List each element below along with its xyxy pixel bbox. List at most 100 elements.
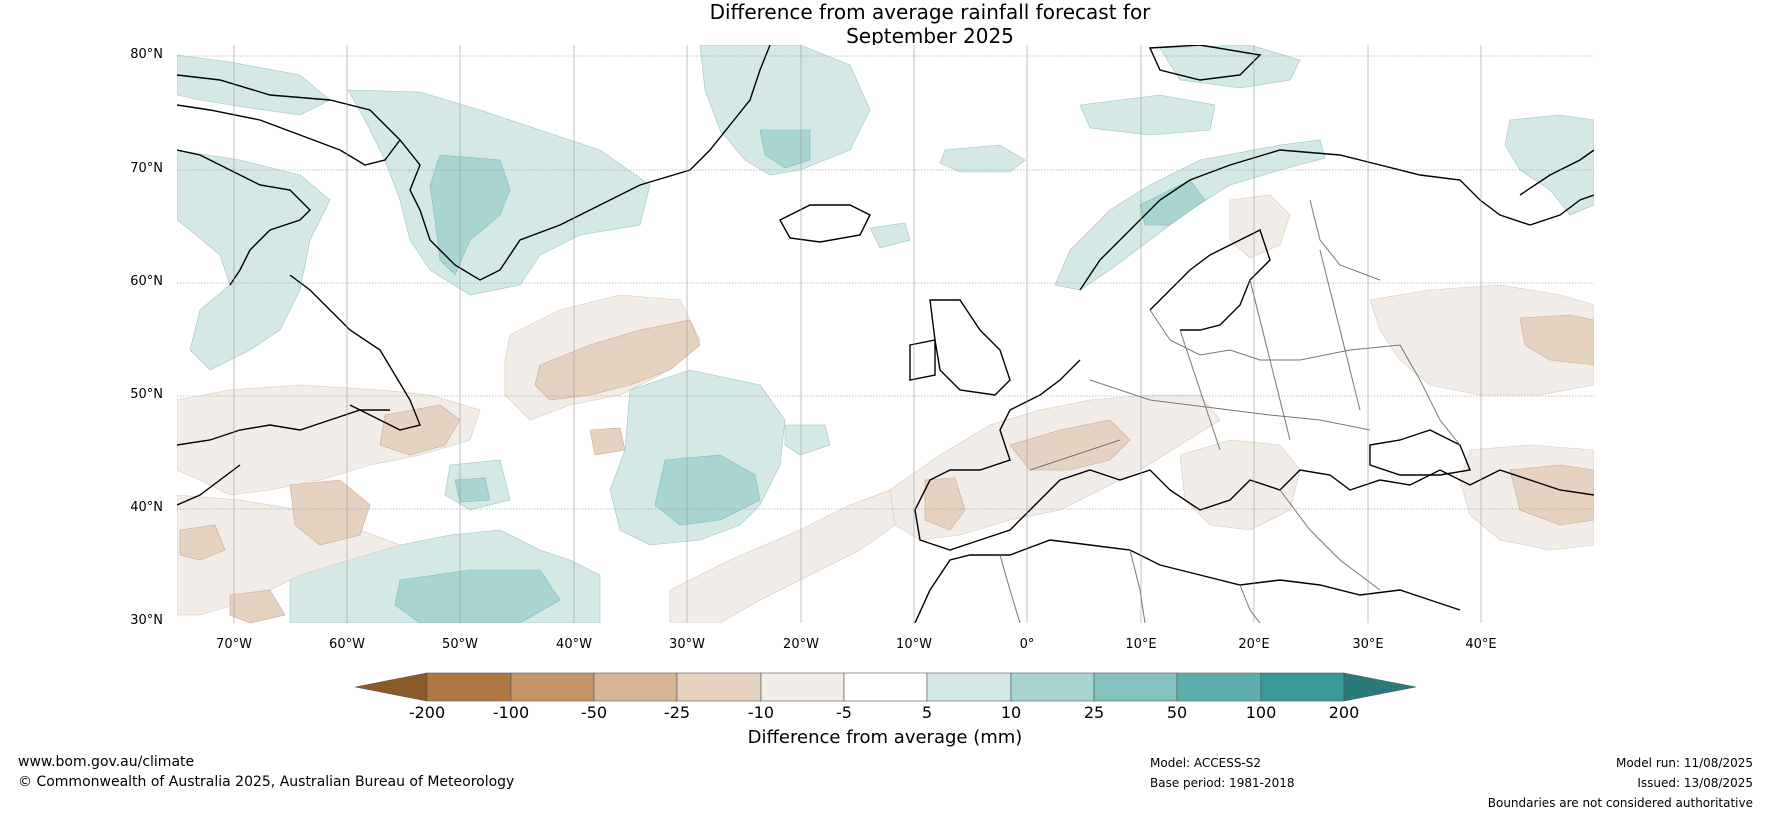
lat-label-40n: 40°N <box>130 500 163 515</box>
map-content <box>177 45 1594 623</box>
footer-issued: Issued: 13/08/2025 <box>1637 776 1753 790</box>
coast-baffin <box>177 149 311 286</box>
wet-strong-mid-atlantic <box>654 454 761 526</box>
border-3 <box>1179 329 1221 451</box>
colorbar-tick-label: -10 <box>747 703 775 722</box>
wet-area-arctic-canada <box>177 54 331 116</box>
footer-model-run: Model run: 11/08/2025 <box>1615 756 1753 770</box>
title-line-2: September 2025 <box>846 24 1014 48</box>
dry-strong-west <box>179 524 226 561</box>
colorbar-tick-label: 50 <box>1166 703 1188 722</box>
border-4 <box>1249 279 1291 441</box>
lat-label-80n: 80°N <box>130 47 163 62</box>
dry-area-finland <box>1229 194 1291 259</box>
wet-area-norwegian-sea <box>939 144 1026 173</box>
dry-strong-iberia <box>1009 419 1131 471</box>
lat-label-30n: 30°N <box>130 613 163 628</box>
lon-label-10w: 10°W <box>896 637 932 652</box>
dry-area-russia <box>1369 284 1594 396</box>
wet-strong-greenland <box>429 154 511 276</box>
border-1 <box>1149 309 1401 361</box>
colorbar-swatch-7 <box>926 672 1012 702</box>
border-2 <box>1089 379 1371 431</box>
colorbar-tick-label: -200 <box>408 703 446 722</box>
border-6 <box>1029 439 1121 471</box>
wet-area-small-2 <box>784 424 831 456</box>
dry-area-balkans <box>1179 439 1301 531</box>
colorbar-swatch-11 <box>1260 672 1345 702</box>
wet-area-barents <box>1079 94 1216 136</box>
footer-website: www.bom.gov.au/climate <box>18 754 195 770</box>
border-10 <box>1239 584 1261 623</box>
lon-label-70w: 70°W <box>216 637 252 652</box>
wet-strong-south-atlantic <box>394 569 561 623</box>
colorbar-tick-label: 200 <box>1328 703 1360 722</box>
colorbar-swatch-9 <box>1093 672 1178 702</box>
border-8 <box>999 554 1021 623</box>
colorbar-extend-high <box>1343 672 1417 702</box>
coast-greenland-west <box>177 104 401 166</box>
lon-label-40e: 40°E <box>1465 637 1497 652</box>
colorbar-swatch-6 <box>843 672 928 702</box>
wet-strong-greenland-east <box>759 129 811 169</box>
lon-label-10e: 10°E <box>1125 637 1157 652</box>
colorbar-swatch-4 <box>676 672 762 702</box>
colorbar-swatch-10 <box>1176 672 1262 702</box>
coastlines <box>177 45 1594 623</box>
wet-area-greenland-east <box>699 45 871 176</box>
coast-baltic <box>1149 229 1271 331</box>
colorbar-tick-label: 5 <box>921 703 933 722</box>
footer-base-period: Base period: 1981-2018 <box>1150 776 1295 790</box>
border-7 <box>1399 344 1461 446</box>
coast-british-isles <box>909 299 1011 396</box>
colorbar <box>354 672 1417 702</box>
dry-strong-mid <box>589 427 626 456</box>
colorbar-tick-label: -25 <box>663 703 691 722</box>
dry-strong-russia <box>1519 314 1594 366</box>
dry-strong-west-atlantic <box>289 479 371 546</box>
title-line-1: Difference from average rainfall forecas… <box>709 0 1151 24</box>
lat-label-60n: 60°N <box>130 274 163 289</box>
colorbar-swatch-5 <box>760 672 845 702</box>
border-5 <box>1319 249 1361 411</box>
coast-greenland <box>177 45 771 281</box>
lat-label-70n: 70°N <box>130 161 163 176</box>
colorbar-tick-label: -5 <box>836 703 852 722</box>
dry-strong-sw <box>229 589 286 623</box>
border-11 <box>1309 199 1381 281</box>
lon-label-40w: 40°W <box>556 637 592 652</box>
footer-model: Model: ACCESS-S2 <box>1150 756 1262 770</box>
colorbar-extend-low <box>354 672 428 702</box>
wet-area-norway <box>1054 139 1326 291</box>
coast-europe-west <box>914 359 1594 551</box>
coast-nova-scotia <box>177 409 390 446</box>
country-borders <box>999 199 1461 623</box>
colorbar-swatch-3 <box>593 672 678 702</box>
coast-scandinavia <box>1079 149 1594 291</box>
dry-strong-newfoundland <box>379 404 461 456</box>
wet-area-labrador <box>177 149 331 371</box>
dry-strong-north-atlantic <box>534 319 701 401</box>
lat-label-50n: 50°N <box>130 387 163 402</box>
coast-us-east <box>177 464 241 506</box>
coast-iceland <box>779 204 871 243</box>
colorbar-tick-label: -100 <box>492 703 530 722</box>
wet-anomaly-strong <box>394 129 1206 623</box>
coast-svalbard <box>1148 45 1262 81</box>
border-12 <box>1279 489 1381 591</box>
lon-label-20w: 20°W <box>783 637 819 652</box>
colorbar-tick-label: 100 <box>1245 703 1277 722</box>
border-9 <box>1129 549 1146 623</box>
gridlines <box>177 55 1594 510</box>
wet-area-kara-sea <box>1504 114 1594 216</box>
wet-anomaly-areas <box>177 45 1594 623</box>
chart-title: Difference from average rainfall forecas… <box>0 0 1770 48</box>
lon-label-0: 0° <box>1019 637 1035 652</box>
coast-labrador <box>289 274 421 431</box>
coast-black-sea <box>1369 429 1471 476</box>
colorbar-swatch-8 <box>1010 672 1095 702</box>
lon-label-50w: 50°W <box>442 637 478 652</box>
colorbar-swatch-2 <box>510 672 595 702</box>
colorbar-tick-label: 10 <box>1000 703 1022 722</box>
